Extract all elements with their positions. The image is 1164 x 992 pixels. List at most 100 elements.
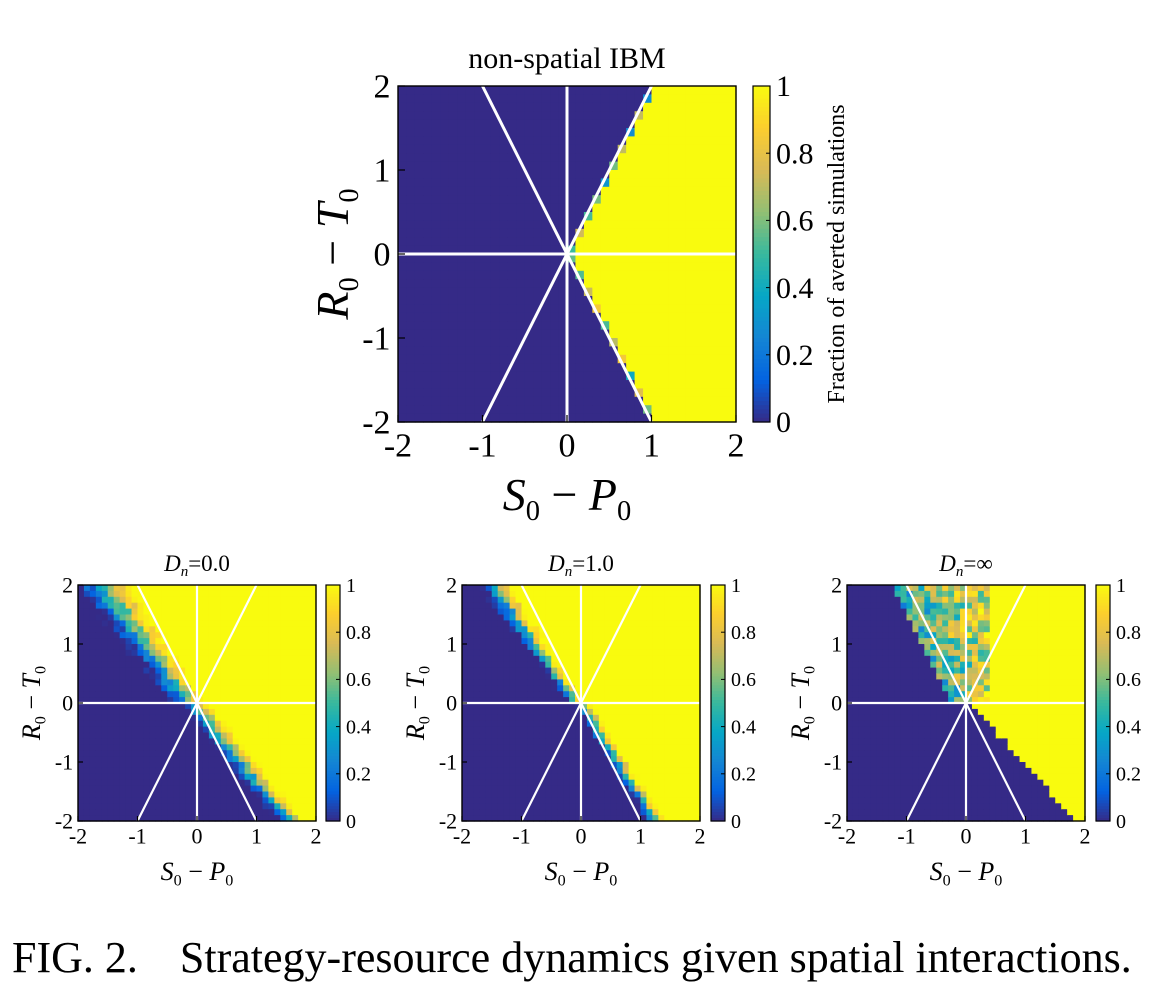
heatmap-cell [119,638,127,645]
heatmap-cell [113,726,121,734]
heatmap-cell [610,714,618,722]
heatmap-cell [676,86,686,95]
heatmap-cell [280,779,287,787]
heatmap-cell [191,815,198,822]
heatmap-cell [545,585,552,592]
heatmap-cell [682,644,689,651]
heatmap-cell [479,697,487,704]
heatmap-cell [727,228,737,238]
heatmap-cell [557,679,564,686]
heatmap-cell [292,590,299,598]
heatmap-cell [592,128,602,137]
heatmap-cell [550,413,560,423]
heatmap-cell [604,750,612,757]
heatmap-cell [539,608,546,616]
heatmap-cells [462,585,701,822]
heatmap-cell [448,212,458,221]
heatmap-cell [583,413,593,423]
heatmap-cell [651,212,661,221]
heatmap-cell [651,380,661,389]
heatmap-cell [113,590,121,598]
heatmap-cell [551,773,558,781]
heatmap-cell [643,102,653,112]
heatmap-cell [527,638,534,645]
heatmap-cell [533,585,540,592]
heatmap-cell [474,329,484,339]
heatmap-cell [527,726,534,734]
heatmap-cell [503,815,511,822]
heatmap-cell [651,279,661,289]
heatmap-cell [191,626,198,633]
heatmap-cell [113,685,121,692]
heatmap-cell [191,614,198,621]
heatmap-cell [575,608,582,616]
heatmap-cell [280,602,287,610]
heatmap-cell [119,679,127,686]
heatmap-cell [185,608,192,616]
heatmap-cell [185,703,192,710]
heatmap-cell [490,371,500,381]
heatmap-cell [567,254,577,263]
heatmap-cell [688,708,695,716]
heatmap-cell [676,161,686,171]
heatmap-cell [509,649,517,657]
heatmap-cell [600,186,610,196]
heatmap-cell [406,203,416,213]
heatmap-cell [550,329,560,339]
heatmap-cell [167,779,174,787]
heatmap-cell [473,779,481,787]
heatmap-cell [95,608,103,616]
heatmap-cell [232,785,240,793]
heatmap-cell [668,405,678,415]
heatmap-cell [626,296,636,305]
heatmap-cell [710,405,720,415]
heatmap-cell [575,212,585,221]
heatmap-cell [95,691,103,698]
heatmap-cell [586,720,594,728]
heatmap-cell [539,602,546,610]
heatmap-cell [214,756,222,763]
heatmap-cell [83,720,91,728]
heatmap-cell [507,237,517,247]
heatmap-cell [292,703,299,710]
heatmap-cell [89,673,97,680]
heatmap-cell [575,714,582,722]
heatmap-cell [398,228,408,238]
heatmap-cell [280,744,287,751]
heatmap-cell [581,714,588,722]
heatmap-cell [702,94,712,104]
heatmap-cell [491,815,499,822]
heatmap-cell [586,691,594,698]
heatmap-cell [583,153,593,163]
heatmap-cell [507,102,517,112]
heatmap-cell [268,685,275,692]
heatmap-cell [646,638,653,645]
heatmap-cell [622,667,630,675]
heatmap-cell [167,679,174,686]
heatmap-cell [310,585,317,592]
heatmap-cell [406,304,416,314]
heatmap-cell [440,304,450,314]
heatmap-cell [220,673,228,680]
heatmap-cell [197,756,204,763]
heatmap-cell [185,809,192,816]
colorbar-segment [753,98,770,104]
heatmap-cell [89,744,97,751]
heatmap-cell [304,750,311,757]
heatmap-cell [465,195,475,205]
heatmap-cell [462,803,469,810]
heatmap-cell [670,703,677,710]
heatmap-cell [298,785,305,793]
heatmap-cell [558,296,568,305]
heatmap-cell [431,338,441,347]
heatmap-cell [125,602,133,610]
heatmap-cell [693,111,703,121]
heatmap-cell [262,791,269,798]
heatmap-cell [702,128,712,137]
heatmap-cell [581,738,588,745]
heatmap-cell [670,661,677,669]
heatmap-cell [167,815,174,822]
heatmap-cell [586,803,594,810]
heatmap-cell [550,128,560,137]
heatmap-cell [640,667,648,675]
